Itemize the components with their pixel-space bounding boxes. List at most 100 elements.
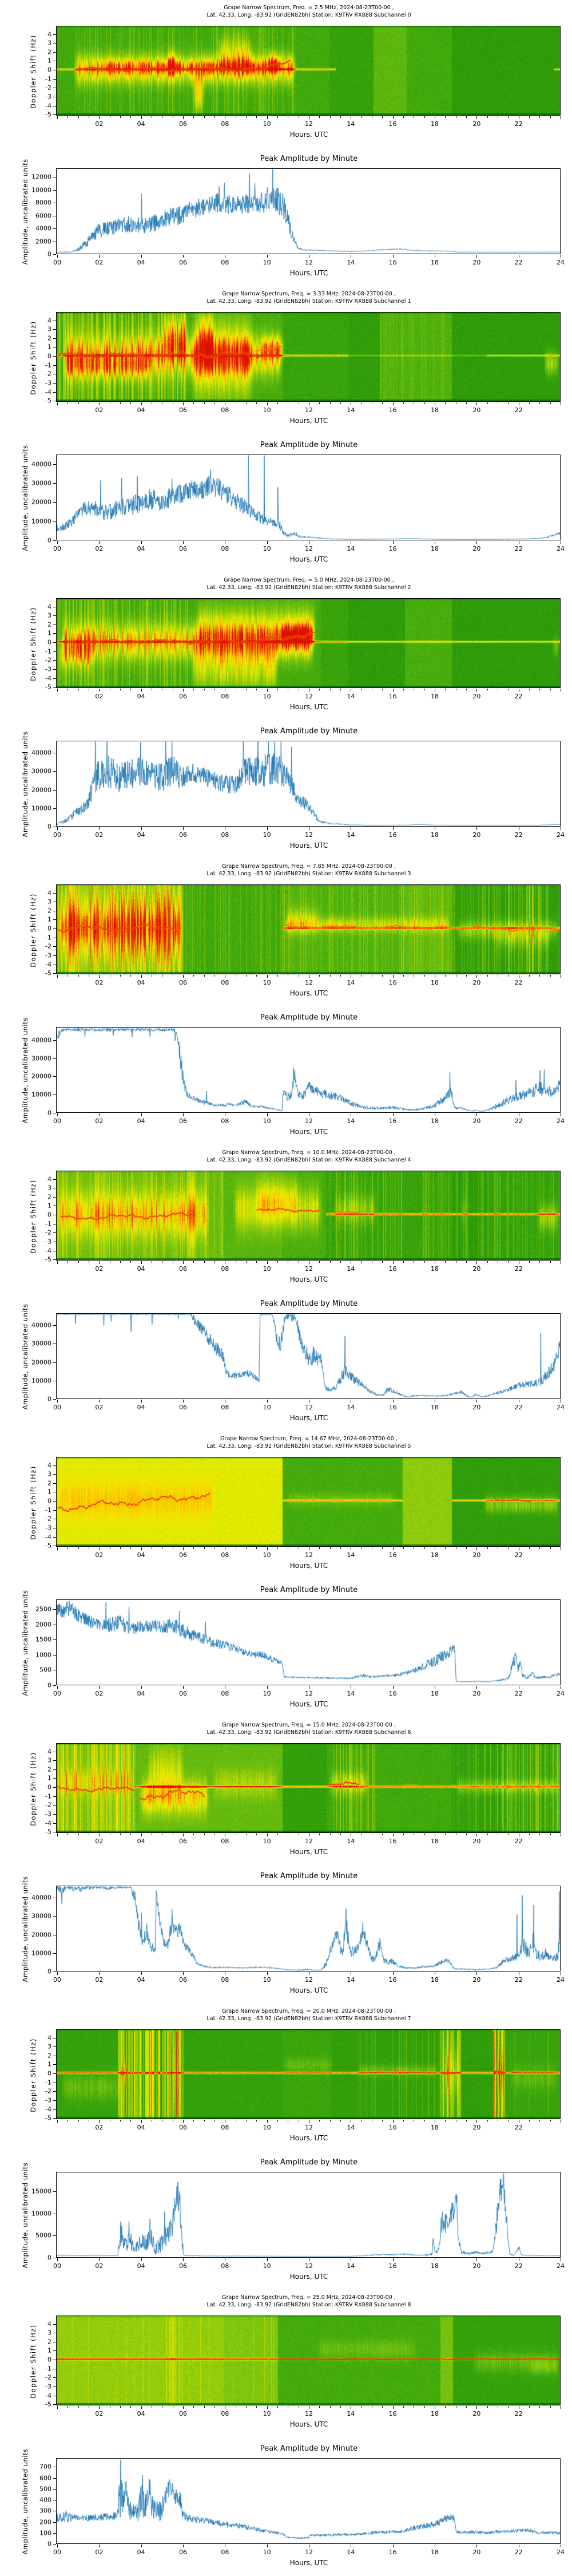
tick-mark (246, 1547, 247, 1549)
tick-mark (445, 1261, 446, 1263)
spectrogram-canvas-6 (57, 1744, 560, 1832)
tick-mark (53, 1510, 56, 1511)
y-tick-label: 2 (47, 2052, 51, 2060)
y-tick-label: 1 (47, 1202, 51, 1210)
x-tick-label: 08 (221, 545, 229, 552)
tick-mark (99, 1972, 100, 1975)
x-tick-label: 06 (179, 2124, 187, 2131)
x-tick-label: 22 (514, 1690, 523, 1697)
y-tick-label: -5 (45, 1828, 51, 1836)
tick-mark (183, 1261, 184, 1264)
figure-block: Grape Narrow Spectrum, Freq. = 15.0 MHz,… (0, 1717, 572, 2004)
x-tick-label: 06 (179, 1690, 187, 1697)
tick-mark (392, 1113, 394, 1116)
tick-mark (141, 689, 142, 692)
x-tick-label: 12 (305, 831, 313, 839)
tick-mark (53, 2478, 56, 2479)
figure-block: Grape Narrow Spectrum, Freq. = 25.0 MHz,… (0, 2290, 572, 2576)
tick-mark (246, 975, 247, 977)
tick-mark (445, 1547, 446, 1549)
line-chart-canvas-8 (57, 2459, 560, 2543)
tick-mark (53, 892, 56, 894)
x-tick-label: 02 (95, 2549, 104, 2556)
tick-mark (529, 116, 530, 118)
y-tick-label: -2 (45, 2373, 51, 2381)
tick-mark (487, 116, 488, 118)
tick-mark (392, 1834, 394, 1836)
y-tick-label: 100 (39, 2529, 51, 2537)
tick-mark (57, 1113, 58, 1116)
tick-mark (424, 1261, 425, 1263)
tick-mark (539, 116, 541, 118)
y-tick-label: -3 (45, 1238, 51, 1246)
x-tick-label: 00 (53, 2549, 61, 2556)
x-tick-label: 22 (514, 1976, 523, 1984)
tick-mark (204, 975, 205, 977)
tick-mark (329, 2120, 331, 2121)
hours-utc-xlabel: Hours, UTC (289, 269, 328, 277)
tick-mark (267, 1261, 268, 1264)
tick-mark (508, 2120, 509, 2121)
x-tick-label: 08 (221, 1838, 229, 1845)
tick-mark (403, 1834, 404, 1835)
spectrogram-title: Grape Narrow Spectrum, Freq. = 25.0 MHz,… (222, 2294, 396, 2301)
tick-mark (120, 116, 121, 118)
tick-mark (476, 689, 478, 692)
y-tick-label: 20000 (31, 1358, 51, 1366)
y-tick-label: 10000 (31, 517, 51, 526)
tick-mark (53, 1040, 56, 1041)
y-tick-label: -1 (45, 1220, 51, 1228)
tick-mark (53, 1058, 56, 1059)
tick-mark (99, 1400, 100, 1402)
spectrogram-title: Grape Narrow Spectrum, Freq. = 2.5 MHz, … (224, 5, 394, 11)
y-tick-label: 4 (47, 603, 51, 611)
tick-mark (53, 1076, 56, 1077)
y-tick-label: -5 (45, 683, 51, 691)
x-tick-label: 08 (221, 1404, 229, 1411)
tick-mark (403, 1547, 404, 1549)
tick-mark (466, 1547, 467, 1549)
tick-mark (382, 975, 383, 977)
x-tick-label: 12 (305, 979, 313, 986)
tick-mark (57, 689, 58, 692)
tick-mark (392, 541, 394, 544)
tick-mark (53, 2191, 56, 2192)
x-tick-label: 04 (137, 2124, 145, 2131)
spectrogram-canvas-1 (57, 313, 560, 401)
tick-mark (392, 689, 394, 692)
tick-mark (141, 116, 142, 119)
tick-mark (204, 116, 205, 118)
tick-mark (99, 2545, 100, 2547)
y-tick-label: -4 (45, 102, 51, 110)
tick-mark (57, 975, 58, 978)
tick-mark (78, 689, 79, 690)
line-chart-canvas-0 (57, 169, 560, 254)
tick-mark (53, 2046, 56, 2048)
y-tick-label: -1 (45, 2365, 51, 2373)
doppler-shift-ylabel: Doppler Shift (Hz) (29, 34, 37, 109)
tick-mark (53, 1778, 56, 1779)
line-chart-title: Peak Amplitude by Minute (260, 727, 358, 736)
tick-mark (539, 2120, 541, 2121)
y-tick-label: 0 (47, 1783, 51, 1791)
tick-mark (329, 402, 331, 404)
tick-mark (539, 689, 541, 690)
x-tick-label: 12 (305, 120, 313, 128)
tick-mark (529, 1834, 530, 1835)
x-tick-label: 04 (137, 545, 145, 552)
tick-mark (53, 615, 56, 617)
spectrogram-box (56, 2029, 561, 2119)
y-tick-label: 3 (47, 2329, 51, 2337)
y-tick-label: -5 (45, 2114, 51, 2122)
tick-mark (267, 541, 268, 544)
x-tick-label: 14 (347, 406, 355, 414)
tick-mark (246, 2406, 247, 2408)
tick-mark (53, 1685, 56, 1686)
x-tick-label: 08 (221, 259, 229, 266)
tick-mark (99, 689, 100, 692)
y-tick-label: 2 (47, 334, 51, 342)
line-chart-canvas-7 (57, 2172, 560, 2257)
tick-mark (130, 1547, 132, 1549)
tick-mark (67, 402, 69, 404)
y-tick-label: 0 (47, 1497, 51, 1505)
